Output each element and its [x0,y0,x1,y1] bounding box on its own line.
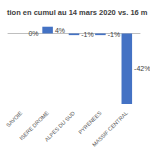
svg-text:-1%: -1% [108,31,120,38]
svg-text:0%: 0% [28,30,38,37]
svg-text:PYRENEES: PYRENEES [77,110,103,136]
svg-text:tion en cumul au 14 mars 2020: tion en cumul au 14 mars 2020 vs. 16 m [7,8,148,17]
svg-text:4%: 4% [55,27,65,34]
svg-text:ISERE DROME: ISERE DROME [18,109,50,142]
svg-text:SAVOIE: SAVOIE [5,110,24,129]
svg-text:-1%: -1% [81,31,93,38]
svg-text:ALPES DU SUD: ALPES DU SUD [43,110,76,143]
svg-text:MASSIF CENTRAL: MASSIF CENTRAL [91,110,129,148]
svg-text:-42%: -42% [134,65,150,72]
